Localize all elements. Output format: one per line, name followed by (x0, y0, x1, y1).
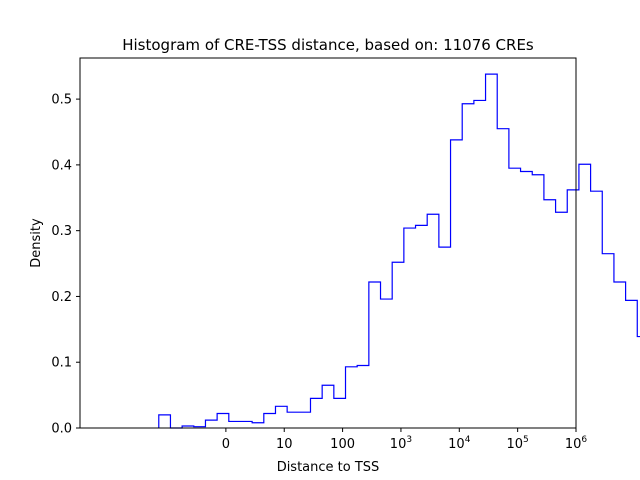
chart-title: Histogram of CRE-TSS distance, based on:… (122, 36, 534, 54)
y-tick-label: 0.5 (51, 93, 72, 108)
y-tick-label: 0.4 (51, 158, 72, 173)
histogram-step-path (158, 73, 640, 429)
plot-frame (79, 57, 577, 429)
y-tick-label: 0.1 (51, 356, 72, 371)
x-tick-label: 100 (330, 437, 355, 452)
x-tick-label: 103 (390, 435, 412, 452)
x-tick-label: 105 (507, 435, 529, 452)
x-tick-label: 0 (222, 437, 230, 452)
y-axis-ticks: 0.0 0.1 0.2 0.3 0.4 0.5 (51, 93, 80, 437)
x-tick-label: 104 (448, 435, 471, 452)
y-axis-label: Density (29, 218, 44, 268)
y-tick-label: 0.0 (51, 422, 72, 437)
y-tick-label: 0.3 (51, 224, 72, 239)
x-axis-ticks: 0 10 100 103 104 105 106 (222, 428, 588, 452)
histogram-line (158, 73, 640, 429)
x-tick-label: 106 (565, 435, 588, 452)
x-axis-label: Distance to TSS (277, 460, 380, 475)
x-tick-label: 10 (276, 437, 293, 452)
y-tick-label: 0.2 (51, 290, 72, 305)
